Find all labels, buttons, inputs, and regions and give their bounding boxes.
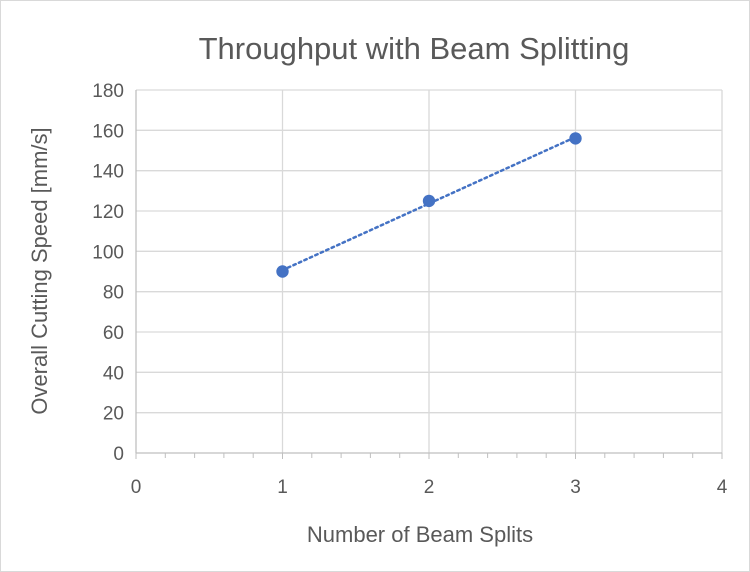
- x-axis-title: Number of Beam Splits: [307, 522, 533, 547]
- x-tick-label: 3: [570, 477, 581, 498]
- y-tick-label: 20: [103, 404, 124, 425]
- y-tick-label: 140: [92, 162, 124, 183]
- grid-layer: [136, 89, 723, 453]
- data-point: [422, 194, 436, 208]
- data-point: [569, 132, 582, 145]
- y-tick-label: 180: [92, 81, 124, 102]
- axis-layer: [135, 90, 723, 459]
- y-tick-label: 100: [92, 242, 124, 263]
- y-tick-label: 0: [113, 444, 124, 465]
- y-tick-label: 160: [92, 121, 124, 142]
- x-tick-label: 4: [717, 477, 728, 498]
- x-tick-label: 2: [424, 477, 435, 498]
- chart-title: Throughput with Beam Splitting: [199, 31, 630, 66]
- y-tick-label: 60: [103, 323, 124, 344]
- data-point: [276, 265, 289, 278]
- y-axis-title: Overall Cutting Speed [mm/s]: [27, 127, 52, 414]
- y-tick-label: 80: [103, 283, 124, 304]
- x-tick-label: 1: [277, 477, 288, 498]
- x-tick-label: 0: [131, 477, 142, 498]
- series-layer: [276, 132, 582, 278]
- y-tick-label: 120: [92, 202, 124, 223]
- y-tick-label: 40: [103, 363, 124, 384]
- tick-labels: 0 20 40 60 80 100 120 140 160 180 0 1 2 3 4: [92, 81, 727, 498]
